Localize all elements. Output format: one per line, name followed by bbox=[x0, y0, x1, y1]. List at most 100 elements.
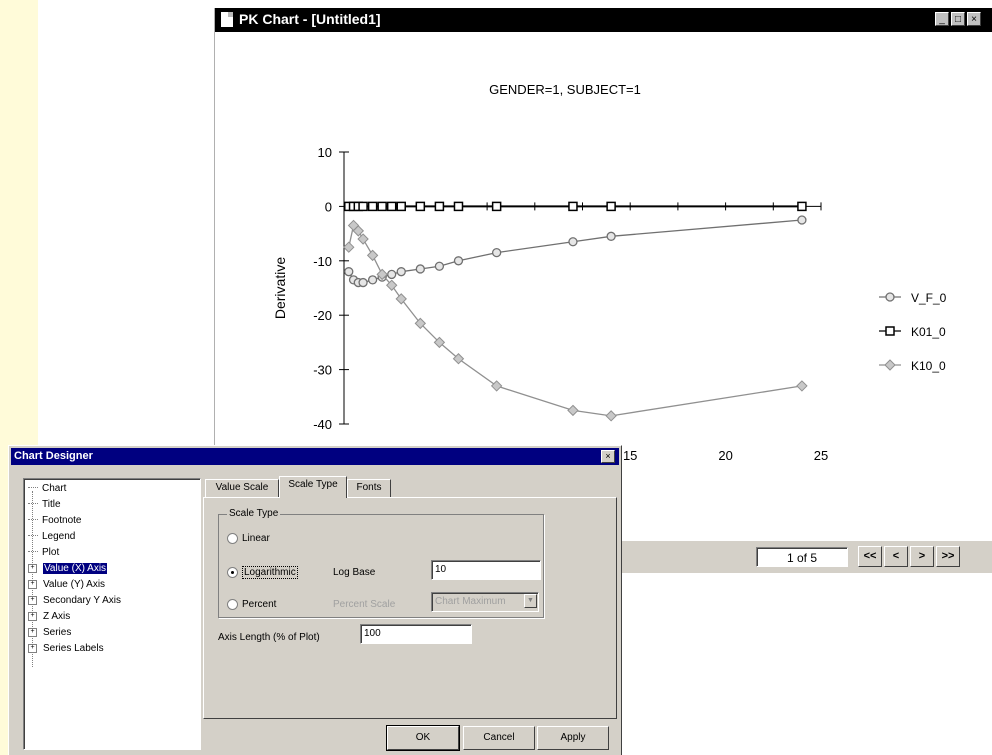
tree-item[interactable]: Legend bbox=[28, 531, 75, 543]
document-icon bbox=[221, 12, 233, 27]
next-page-button[interactable]: > bbox=[910, 546, 934, 567]
tree-item[interactable]: Title bbox=[28, 499, 61, 511]
last-page-button[interactable]: >> bbox=[936, 546, 960, 567]
legend-marker bbox=[885, 292, 895, 302]
y-axis-label: Derivative bbox=[272, 257, 288, 319]
tree-item-label: Footnote bbox=[42, 515, 82, 526]
tree-item[interactable]: + Series Labels bbox=[28, 643, 104, 655]
designer-titlebar[interactable]: Chart Designer × bbox=[11, 448, 619, 465]
series-line-v_f_0 bbox=[348, 219, 802, 284]
legend-label: V_F_0 bbox=[911, 291, 947, 305]
axis-length-label: Axis Length (% of Plot) bbox=[218, 632, 320, 643]
tree-item-label: Plot bbox=[42, 547, 60, 558]
y-tick-label: -40 bbox=[313, 417, 332, 432]
linear-radio[interactable]: Linear bbox=[227, 533, 270, 544]
percent-scale-label: Percent Scale bbox=[333, 599, 396, 610]
expand-plus-icon[interactable]: + bbox=[28, 627, 37, 637]
x-tick-label: 25 bbox=[814, 448, 828, 463]
y-tick-label: -20 bbox=[313, 308, 332, 323]
page-indicator: 1 of 5 bbox=[756, 547, 848, 567]
tree-item-label: Legend bbox=[42, 531, 76, 542]
data-point bbox=[415, 201, 426, 212]
log-base-input[interactable]: 10 bbox=[431, 560, 541, 580]
minimize-button[interactable]: _ bbox=[935, 12, 949, 26]
chevron-down-icon: ▼ bbox=[524, 594, 537, 608]
data-point bbox=[357, 233, 369, 245]
data-point bbox=[396, 267, 406, 277]
tree-item-label: Secondary Y Axis bbox=[43, 595, 122, 606]
tree-connector bbox=[32, 491, 33, 667]
data-point bbox=[386, 201, 397, 212]
tree-item[interactable]: + Series bbox=[28, 627, 71, 639]
tree-item[interactable]: Chart bbox=[28, 483, 66, 495]
x-tick-label: 15 bbox=[623, 448, 637, 463]
data-point bbox=[490, 380, 503, 392]
data-point bbox=[387, 269, 397, 280]
data-point bbox=[367, 275, 378, 285]
data-point bbox=[433, 336, 446, 349]
percent-scale-select[interactable]: Chart Maximum ▼ bbox=[431, 592, 539, 612]
tree-branch-line bbox=[28, 519, 38, 521]
tree-item[interactable]: Footnote bbox=[28, 515, 81, 527]
legend-label: K01_0 bbox=[911, 325, 946, 339]
tab-value-scale[interactable]: Value Scale bbox=[205, 479, 279, 497]
logarithmic-radio[interactable]: Logarithmic bbox=[227, 566, 298, 580]
tree-branch-line bbox=[28, 535, 38, 537]
tab-scale-type[interactable]: Scale Type bbox=[279, 476, 347, 498]
data-point bbox=[377, 201, 387, 212]
legend-marker bbox=[885, 326, 895, 336]
tree-item[interactable]: + Value (X) Axis bbox=[28, 563, 108, 575]
previous-page-button[interactable]: < bbox=[884, 546, 908, 567]
data-point bbox=[568, 237, 578, 247]
tree-item[interactable]: + Z Axis bbox=[28, 611, 70, 623]
ok-button[interactable]: OK bbox=[387, 726, 459, 750]
tree-item[interactable]: Plot bbox=[28, 547, 59, 559]
data-point bbox=[367, 201, 378, 212]
data-point bbox=[343, 241, 355, 253]
tree-item-label: Title bbox=[42, 499, 61, 510]
pk-window-titlebar[interactable]: PK Chart - [Untitled1] _ □ × bbox=[215, 8, 992, 32]
expand-plus-icon[interactable]: + bbox=[28, 563, 37, 573]
tab-fonts[interactable]: Fonts bbox=[347, 479, 391, 497]
data-point bbox=[385, 279, 398, 291]
data-point bbox=[414, 317, 427, 330]
percent-radio[interactable]: Percent bbox=[227, 599, 276, 610]
tree-item[interactable]: + Value (Y) Axis bbox=[28, 579, 105, 591]
y-tick-label: -10 bbox=[313, 254, 332, 269]
tree-item-label: Value (X) Axis bbox=[43, 563, 108, 574]
expand-plus-icon[interactable]: + bbox=[28, 579, 37, 589]
tree-item-label: Value (Y) Axis bbox=[43, 579, 106, 590]
close-button[interactable]: × bbox=[967, 12, 981, 26]
data-point bbox=[491, 201, 502, 212]
scale-type-group: Scale Type Linear Logarithmic Percent Lo… bbox=[218, 508, 544, 618]
radio-unchecked-icon bbox=[227, 533, 238, 544]
x-tick-label: 20 bbox=[718, 448, 732, 463]
data-point bbox=[605, 410, 617, 422]
data-point bbox=[415, 264, 425, 274]
legend-label: K10_0 bbox=[911, 359, 946, 373]
expand-plus-icon[interactable]: + bbox=[28, 611, 37, 621]
data-point bbox=[568, 201, 578, 212]
data-point bbox=[797, 215, 807, 225]
tree-item[interactable]: + Secondary Y Axis bbox=[28, 595, 121, 607]
data-point bbox=[352, 225, 365, 237]
data-point bbox=[358, 277, 368, 288]
cancel-button[interactable]: Cancel bbox=[463, 726, 535, 750]
chart-element-tree[interactable]: Chart Title Footnote Legend Plot + Value (X) A… bbox=[23, 478, 201, 750]
expand-plus-icon[interactable]: + bbox=[28, 595, 37, 605]
tree-item-label: Series Labels bbox=[43, 643, 104, 654]
data-point bbox=[453, 201, 464, 212]
maximize-button[interactable]: □ bbox=[951, 12, 965, 26]
scale-type-group-label: Scale Type bbox=[227, 508, 281, 519]
tree-item-label: Series bbox=[43, 627, 72, 638]
expand-plus-icon[interactable]: + bbox=[28, 643, 37, 653]
first-page-button[interactable]: << bbox=[858, 546, 882, 567]
apply-button[interactable]: Apply bbox=[537, 726, 609, 750]
data-point bbox=[452, 353, 465, 365]
data-point bbox=[606, 201, 616, 212]
axis-length-input[interactable]: 100 bbox=[360, 624, 472, 644]
chart-designer-dialog: Chart Designer × Chart Title Footnote Legen… bbox=[8, 445, 622, 755]
legend-marker bbox=[884, 359, 896, 371]
pk-window-title: PK Chart - [Untitled1] bbox=[239, 11, 381, 27]
designer-close-button[interactable]: × bbox=[601, 450, 615, 463]
